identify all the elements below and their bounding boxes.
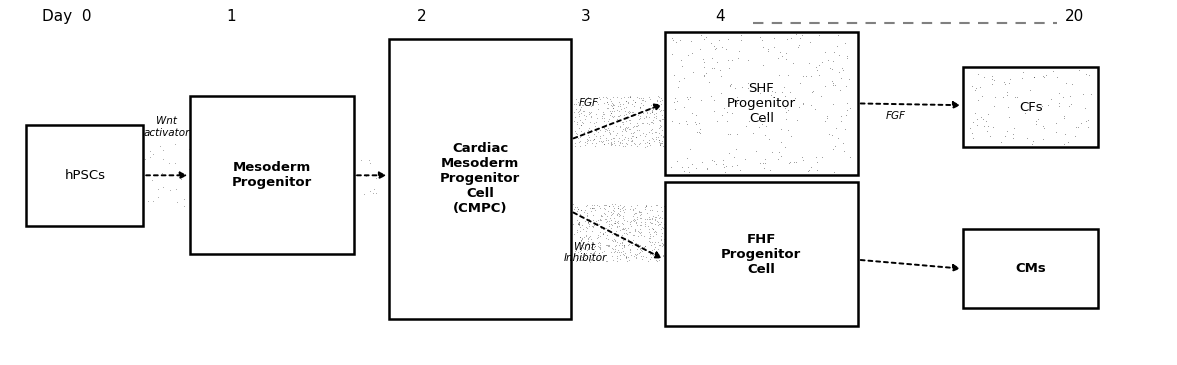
Text: CMs: CMs xyxy=(1016,262,1046,275)
Text: 1: 1 xyxy=(226,9,237,24)
Bar xyxy=(963,229,1098,308)
Text: Mesoderm
Progenitor: Mesoderm Progenitor xyxy=(232,161,312,189)
Bar xyxy=(963,68,1098,147)
Text: FGF: FGF xyxy=(885,111,905,121)
Text: hPSCs: hPSCs xyxy=(65,169,105,182)
Text: 4: 4 xyxy=(714,9,725,24)
Bar xyxy=(390,39,571,319)
Text: SHF
Progenitor
Cell: SHF Progenitor Cell xyxy=(726,82,796,125)
Text: 2: 2 xyxy=(418,9,427,24)
Text: CFs: CFs xyxy=(1019,100,1043,114)
Text: Day  0: Day 0 xyxy=(42,9,92,24)
Text: Cardiac
Mesoderm
Progenitor
Cell
(CMPC): Cardiac Mesoderm Progenitor Cell (CMPC) xyxy=(440,142,520,215)
Text: Wnt
activator: Wnt activator xyxy=(144,116,189,138)
Bar xyxy=(191,96,354,254)
Text: Wnt
Inhibitor: Wnt Inhibitor xyxy=(564,242,606,264)
Text: FHF
Progenitor
Cell: FHF Progenitor Cell xyxy=(722,233,802,276)
Bar xyxy=(665,182,858,326)
Text: 20: 20 xyxy=(1065,9,1084,24)
Text: 3: 3 xyxy=(581,9,591,24)
Bar xyxy=(26,125,144,226)
Text: FGF: FGF xyxy=(579,99,598,108)
Bar xyxy=(665,31,858,175)
